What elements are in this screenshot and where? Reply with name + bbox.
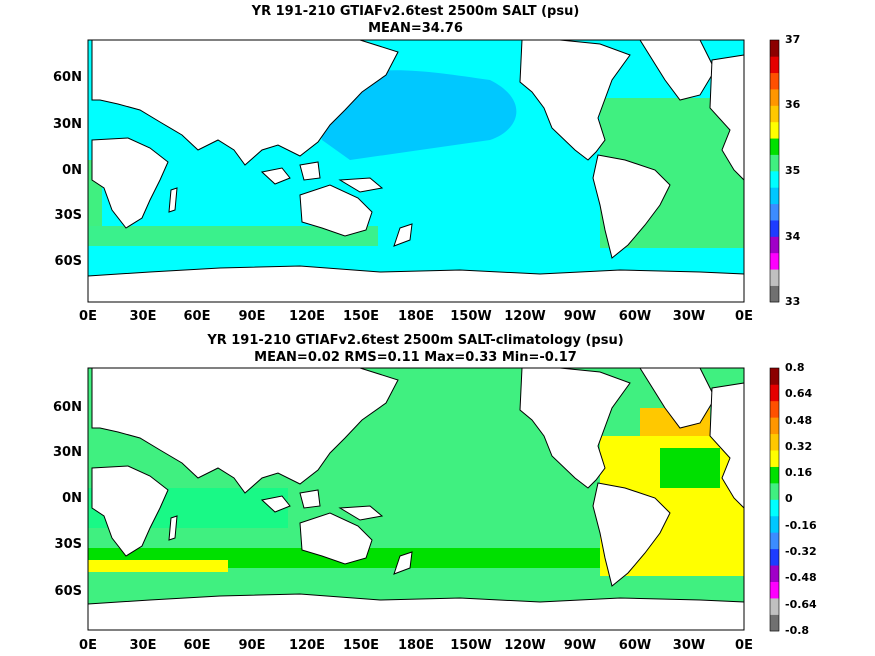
salinity-map xyxy=(87,39,745,303)
colorbar-label: 0.32 xyxy=(785,440,813,453)
colorbar-swatch xyxy=(770,121,779,139)
colorbar-swatch xyxy=(770,565,779,582)
lon-label: 120W xyxy=(504,638,546,653)
lon-label: 180E xyxy=(397,638,435,653)
colorbar-swatch xyxy=(770,269,779,286)
lat-label: 60S xyxy=(54,254,82,269)
lon-label: 60E xyxy=(183,638,211,653)
lon-label: 60W xyxy=(618,309,652,324)
colorbar-label: 33 xyxy=(785,295,801,308)
lon-label: 0E xyxy=(735,309,753,324)
colorbar-swatch xyxy=(770,171,779,188)
lon-label: 0E xyxy=(79,638,97,653)
lat-label: 60N xyxy=(53,70,82,85)
lat-label: 0N xyxy=(62,491,82,506)
colorbar-swatch xyxy=(770,466,779,484)
lat-label: 30N xyxy=(53,445,82,460)
colorbar-swatch xyxy=(770,252,779,270)
colorbar-border xyxy=(769,39,780,303)
colorbar-label: -0.64 xyxy=(785,598,817,611)
colorbar-label: 0.64 xyxy=(785,387,813,400)
colorbar-swatch xyxy=(770,203,779,221)
lon-label: 30W xyxy=(672,638,706,653)
colorbar-swatch xyxy=(770,499,779,517)
map-subtitle-bottom: MEAN=0.02 RMS=0.11 Max=0.33 Min=-0.17 xyxy=(254,350,577,365)
lon-label: 150E xyxy=(342,638,380,653)
colorbar-swatch xyxy=(770,598,779,615)
colorbar-label: 0.48 xyxy=(785,414,813,427)
lat-label: 30S xyxy=(54,208,82,223)
colorbar-bottom xyxy=(769,367,780,632)
colorbar-label: 37 xyxy=(785,33,801,46)
lon-label: 90W xyxy=(563,309,597,324)
lon-label: 30W xyxy=(672,309,706,324)
colorbar-swatch xyxy=(770,384,779,402)
colorbar-label: 36 xyxy=(785,98,801,111)
lat-label: 0N xyxy=(62,163,82,178)
lon-label: 180E xyxy=(397,309,435,324)
colorbar-swatch xyxy=(770,450,779,467)
colorbar-swatch xyxy=(770,105,779,123)
map-subtitle-top: MEAN=34.76 xyxy=(368,21,463,36)
colorbar-label: -0.16 xyxy=(785,519,817,532)
colorbar-swatch xyxy=(770,220,779,237)
colorbar-swatch xyxy=(770,138,779,155)
lat-label: 60S xyxy=(54,584,82,599)
colorbar-swatch xyxy=(770,154,779,172)
colorbar-label: 0.8 xyxy=(785,361,805,374)
lon-label: 60W xyxy=(618,638,652,653)
lat-label: 30N xyxy=(53,117,82,132)
map-title-top: YR 191-210 GTIAFv2.6test 2500m SALT (psu… xyxy=(251,4,580,19)
lon-label: 120E xyxy=(288,638,326,653)
colorbar-swatch xyxy=(770,417,779,435)
lon-label: 150W xyxy=(450,309,492,324)
colorbar-swatch xyxy=(770,532,779,550)
colorbar-swatch xyxy=(770,236,779,254)
lon-label: 90W xyxy=(563,638,597,653)
lon-label: 150E xyxy=(342,309,380,324)
colorbar-label: 35 xyxy=(785,164,801,177)
colorbar-swatch xyxy=(770,400,779,418)
colorbar-swatch xyxy=(770,40,779,57)
colorbar-swatch xyxy=(770,548,779,566)
colorbar-swatch xyxy=(770,614,779,632)
lon-label: 90E xyxy=(238,638,266,653)
lon-label: 30E xyxy=(129,638,157,653)
lon-label: 120E xyxy=(288,309,326,324)
colorbar-swatch xyxy=(770,187,779,205)
colorbar-swatch xyxy=(770,72,779,90)
colorbar-label: -0.48 xyxy=(785,571,817,584)
colorbar-swatch xyxy=(770,581,779,599)
lon-label: 60E xyxy=(183,309,211,324)
colorbar-label: -0.32 xyxy=(785,545,817,558)
colorbar-swatch xyxy=(770,285,779,303)
colorbar-swatch xyxy=(770,515,779,533)
colorbar-swatch xyxy=(770,89,779,106)
colorbar-label: 0.16 xyxy=(785,466,813,479)
lon-label: 30E xyxy=(129,309,157,324)
map-title-bottom: YR 191-210 GTIAFv2.6test 2500m SALT-clim… xyxy=(207,333,624,348)
colorbar-border xyxy=(769,367,780,632)
lon-label: 150W xyxy=(450,638,492,653)
colorbar-label: 34 xyxy=(785,230,801,243)
colorbar-label: -0.8 xyxy=(785,624,810,637)
lon-label: 120W xyxy=(504,309,546,324)
colorbar-top xyxy=(769,39,780,303)
lon-label: 0E xyxy=(79,309,97,324)
colorbar-label: 0 xyxy=(785,492,793,505)
lon-label: 0E xyxy=(735,638,753,653)
lon-label: 90E xyxy=(238,309,266,324)
colorbar-swatch xyxy=(770,368,779,385)
colorbar-swatch xyxy=(770,483,779,500)
colorbar-swatch xyxy=(770,56,779,74)
lat-label: 60N xyxy=(53,400,82,415)
lat-label: 30S xyxy=(54,537,82,552)
salinity-anomaly-map xyxy=(87,367,745,631)
colorbar-swatch xyxy=(770,433,779,451)
